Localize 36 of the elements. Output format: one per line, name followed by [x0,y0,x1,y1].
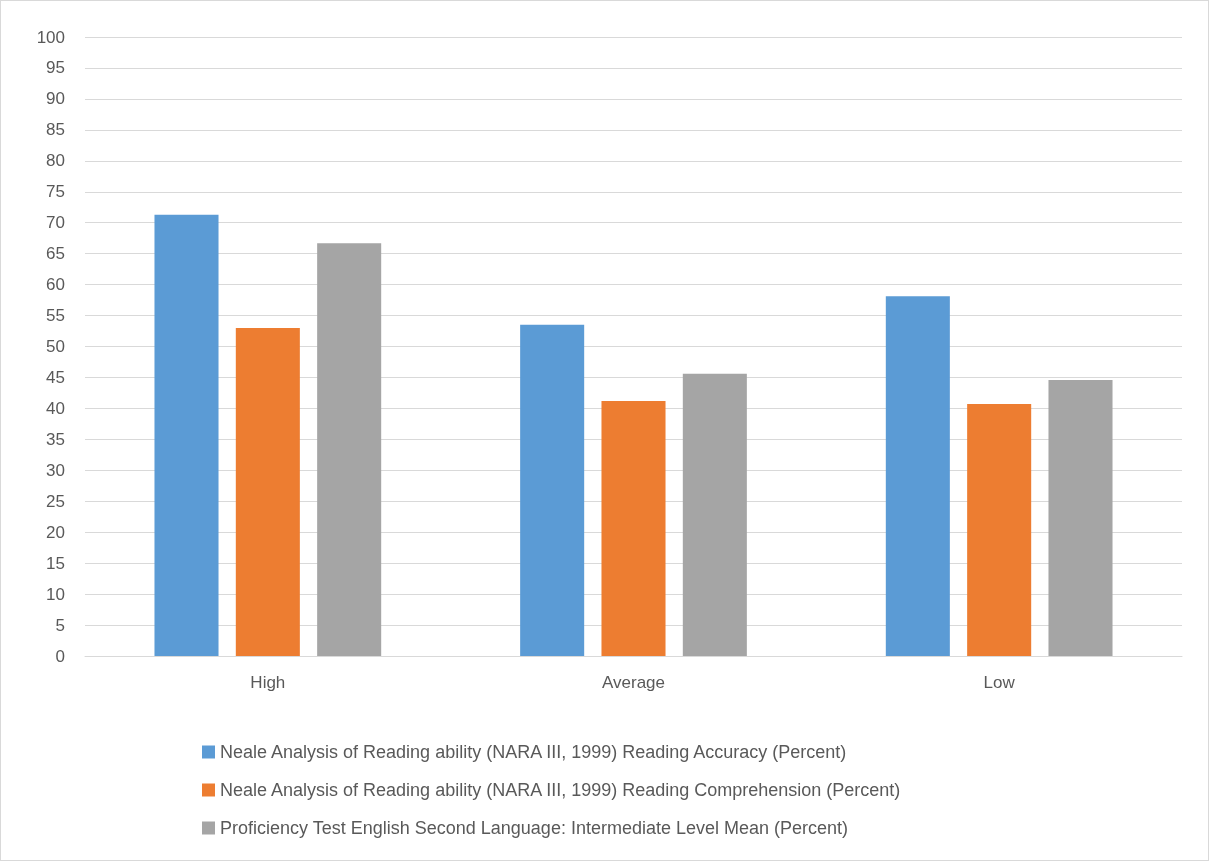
bar [682,373,747,656]
y-tick-label: 55 [46,306,65,326]
bar [967,404,1032,656]
y-tick-label: 10 [46,584,65,604]
y-tick-label: 95 [46,58,65,78]
y-tick-label: 50 [46,337,65,356]
y-tick-label: 0 [55,646,65,666]
y-tick-label: 45 [46,367,65,387]
y-tick-label: 80 [46,151,65,171]
y-tick-label: 65 [46,244,65,264]
bar [520,324,585,656]
y-tick-label: 100 [36,27,65,47]
y-tick-label: 15 [46,553,65,573]
legend-label: Proficiency Test English Second Language: Intermediate Level Mean (Percent) [220,818,849,838]
y-tick-label: 85 [46,120,65,140]
legend-label: Neale Analysis of Reading ability (NARA III, 1999) Reading Accuracy (Percent) [220,742,847,762]
y-tick-label: 70 [46,213,65,233]
y-tick-label: 5 [55,615,65,635]
x-tick-label: Low [983,673,1016,692]
bar [601,400,666,656]
bar [1048,379,1113,656]
y-tick-label: 35 [46,429,65,449]
x-tick-label: High [250,673,286,692]
legend-label: Neale Analysis of Reading ability (NARA III, 1999) Reading Comprehension (Percent) [220,780,901,800]
bar [235,327,300,656]
y-tick-label: 60 [46,275,65,295]
bar [154,214,219,656]
y-tick-label: 30 [46,460,65,480]
bar [317,243,382,656]
x-tick-label: Average [601,673,666,692]
y-tick-label: 90 [46,89,65,109]
y-tick-label: 40 [46,398,65,418]
y-tick-label: 20 [46,522,65,542]
y-tick-label: 25 [46,491,65,511]
y-tick-label: 75 [46,182,65,202]
bar [885,296,950,656]
